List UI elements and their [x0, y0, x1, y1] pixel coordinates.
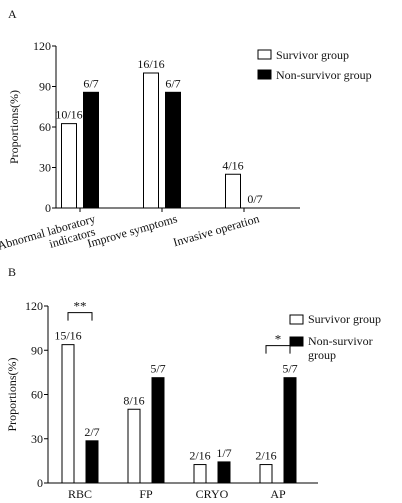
y-tick-label: 0: [37, 476, 43, 490]
category-label: Improve symptoms: [86, 211, 180, 250]
panel-b: B Proportions(%) 0 30 60 90 120 15/16 2/7 8/16 5…: [5, 265, 381, 501]
y-tick-label: 120: [25, 299, 43, 313]
legend-label: Survivor group: [308, 312, 381, 326]
legend-swatch: [257, 69, 272, 80]
bar-value-label: 10/16: [55, 108, 82, 122]
y-axis-label: Proportions(%): [5, 358, 19, 432]
y-axis-label: Proportions(%): [7, 90, 21, 164]
bar-value-label: 2/7: [84, 425, 99, 439]
bar-value-label: 5/7: [150, 362, 165, 376]
bar-value-label: 4/16: [222, 158, 243, 172]
bar: [61, 123, 77, 209]
bar-value-label: 2/16: [189, 449, 210, 463]
significance-bracket: [265, 345, 291, 354]
category-label: RBC: [68, 487, 92, 501]
panel-b-category-labels: RBC FP CRYO AP: [68, 487, 286, 501]
bar-value-label: 6/7: [165, 76, 180, 90]
legend-label: Survivor group: [276, 48, 349, 62]
y-tick-label: 30: [39, 161, 51, 175]
y-tick-label: 60: [39, 120, 51, 134]
y-tick-label: 90: [31, 343, 43, 357]
bar-value-label: 6/7: [83, 76, 98, 90]
bar: [283, 377, 297, 484]
bar: [259, 464, 273, 484]
legend-swatch: [289, 314, 304, 325]
bar-value-label: 16/16: [137, 57, 164, 71]
panel-b-bars: [61, 344, 297, 484]
y-tick-label: 30: [31, 432, 43, 446]
bar: [143, 72, 159, 209]
legend-label-line: Non-survivor: [308, 334, 373, 348]
legend-label-line: group: [308, 348, 336, 362]
significance-marker: **: [74, 299, 87, 314]
legend-swatch: [257, 49, 272, 60]
significance-bracket: [67, 312, 93, 321]
bar: [151, 377, 165, 484]
panel-b-letter: B: [8, 265, 16, 279]
panel-b-axes: Proportions(%) 0 30 60 90 120: [5, 299, 318, 490]
panel-a-legend: Survivor group Non-survivor group: [257, 48, 372, 82]
bar-value-label: 0/7: [247, 192, 262, 206]
bar: [225, 173, 241, 209]
bar-value-label: 15/16: [54, 329, 81, 343]
panel-b-significance: ***: [67, 299, 291, 354]
y-tick-label: 0: [45, 201, 51, 215]
category-label: AP: [270, 487, 286, 501]
bar-value-label: 8/16: [123, 393, 144, 407]
bar-value-label: 2/16: [255, 449, 276, 463]
panel-a-bars: [61, 72, 241, 209]
bar: [165, 91, 181, 209]
bar: [127, 408, 141, 484]
bar: [61, 344, 75, 484]
bar: [217, 461, 231, 484]
category-label: FP: [139, 487, 153, 501]
bar: [83, 91, 99, 209]
bar-value-label: 1/7: [216, 446, 231, 460]
category-label: Invasive operation: [171, 211, 260, 249]
panel-b-legend: Survivor group Non-survivor group: [289, 312, 381, 362]
legend-label: Non-survivor group: [276, 68, 372, 82]
y-tick-label: 120: [33, 39, 51, 53]
y-tick-label: 60: [31, 388, 43, 402]
bar: [193, 464, 207, 484]
significance-marker: *: [275, 332, 282, 347]
category-label: CRYO: [196, 487, 229, 501]
bar-value-label: 5/7: [282, 362, 297, 376]
bar: [85, 440, 99, 484]
legend-swatch: [289, 336, 304, 347]
y-tick-label: 90: [39, 80, 51, 94]
panel-a-bar-labels: 10/166/716/166/74/160/7: [55, 57, 262, 206]
panel-a-letter: A: [8, 7, 17, 21]
legend-label: Non-survivor group: [308, 334, 373, 362]
panel-b-bar-labels: 15/16 2/7 8/16 5/7 2/16 1/7 2/16 5/7: [54, 329, 297, 463]
